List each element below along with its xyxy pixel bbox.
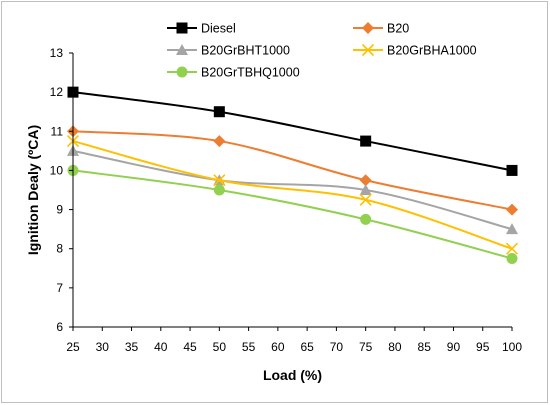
x-tick-label: 40 — [154, 340, 168, 354]
x-tick-label: 30 — [96, 340, 110, 354]
series-line-b20grbha1000 — [72, 140, 513, 250]
x-tick-label: 90 — [447, 340, 461, 354]
data-point-b20grbha1000 — [213, 174, 226, 187]
y-tick-label: 7 — [56, 281, 63, 295]
legend-item-b20grbht1000: B20GrBHT1000 — [167, 44, 290, 58]
legend-label: B20GrBHA1000 — [387, 44, 477, 58]
series-line-b20grtbhq1000 — [72, 169, 513, 260]
x-tick-label: 85 — [418, 340, 432, 354]
series-line-b20 — [72, 130, 513, 211]
legend-item-b20: B20 — [353, 22, 409, 36]
data-point-diesel — [360, 135, 372, 147]
data-point-b20grtbhq1000 — [506, 253, 518, 264]
x-tick-label: 100 — [502, 340, 522, 354]
legend-label: B20GrBHT1000 — [201, 44, 290, 58]
legend-label: B20GrTBHQ1000 — [201, 66, 300, 80]
x-tick-label: 80 — [388, 340, 402, 354]
legend-marker — [176, 44, 188, 55]
data-point-b20 — [213, 135, 226, 148]
y-tick-label: 12 — [50, 85, 64, 99]
series-b20 — [67, 125, 518, 216]
axes — [69, 52, 513, 331]
tick-labels: 6 7 8 9 10 11 12 13 25 30 35 40 45 50 55 60 65 70 75 80 85 90… — [50, 46, 523, 354]
data-point-b20grbht1000 — [359, 184, 372, 195]
data-point-b20grtbhq1000 — [213, 184, 225, 196]
legend-marker — [361, 43, 375, 57]
legend-item-diesel: Diesel — [167, 22, 236, 36]
y-axis-title: Ignition Dealy (ºCA) — [25, 125, 41, 255]
legend-item-b20grbha1000: B20GrBHA1000 — [353, 44, 477, 58]
x-tick-label: 60 — [271, 340, 285, 354]
x-tick-label: 75 — [359, 340, 373, 354]
data-point-b20 — [359, 174, 372, 187]
legend-marker — [362, 22, 374, 34]
x-tick-label: 25 — [66, 340, 80, 354]
data-point-b20grbha1000 — [359, 193, 372, 206]
legend-marker — [176, 66, 188, 78]
y-tick-label: 6 — [56, 320, 63, 334]
x-tick-label: 70 — [330, 340, 344, 354]
data-point-diesel — [506, 164, 518, 176]
x-tick-label: 35 — [125, 340, 139, 354]
legend-label: B20 — [387, 22, 409, 36]
x-tick-label: 45 — [183, 340, 197, 354]
data-point-diesel — [213, 106, 225, 118]
x-tick-label: 95 — [476, 340, 490, 354]
data-point-b20grbha1000 — [505, 242, 519, 255]
x-tick-label: 65 — [300, 340, 314, 354]
series-b20grtbhq1000 — [67, 164, 518, 264]
y-tick-label: 11 — [51, 124, 64, 138]
plot-area — [66, 86, 519, 264]
series-line-b20grbht1000 — [72, 149, 513, 231]
y-tick-label: 10 — [50, 163, 64, 177]
series-diesel — [67, 86, 518, 176]
x-tick-label: 50 — [213, 340, 227, 354]
data-point-b20grtbhq1000 — [360, 213, 372, 225]
data-point-b20grbht1000 — [506, 223, 518, 235]
series-b20grbha1000 — [66, 135, 519, 255]
y-tick-label: 9 — [56, 203, 63, 217]
legend-label: Diesel — [201, 22, 236, 36]
x-tick-label: 55 — [242, 340, 256, 354]
series-line-diesel — [72, 91, 513, 172]
legend-marker — [176, 22, 188, 34]
y-tick-label: 8 — [56, 242, 63, 256]
x-axis-title: Load (%) — [263, 367, 322, 383]
data-point-b20 — [506, 203, 518, 216]
legend-item-b20grtbhq1000: B20GrTBHQ1000 — [167, 66, 300, 80]
y-tick-label: 13 — [50, 46, 64, 60]
legend: Diesel B20 B20GrBHT1000 B20GrBHA1000 B20GrTB… — [167, 22, 477, 80]
